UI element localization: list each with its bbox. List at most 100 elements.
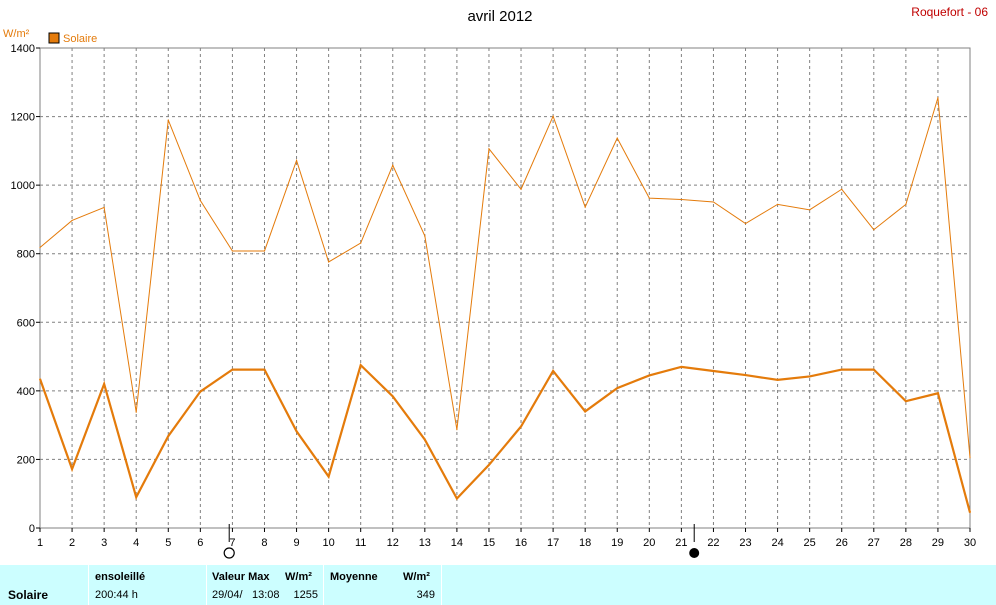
data-point-max <box>712 201 715 203</box>
x-tick-label: 14 <box>451 537 463 549</box>
x-tick-label: 17 <box>547 537 559 549</box>
data-point-max <box>39 246 41 249</box>
max-value: 1255 <box>293 589 318 601</box>
data-point-max <box>969 457 971 459</box>
data-point-mean <box>873 369 875 371</box>
sunshine-label: ensoleillé <box>95 571 146 583</box>
data-point-mean <box>39 378 41 380</box>
data-point-max <box>360 242 362 244</box>
data-point-mean <box>488 464 490 466</box>
x-tick-label: 2 <box>69 537 75 549</box>
data-point-max <box>488 148 490 150</box>
solar-chart: avril 2012 Roquefort - 06 W/m² Solaire 0… <box>3 5 988 559</box>
x-tick-label: 22 <box>707 537 719 549</box>
data-point-mean <box>328 475 330 478</box>
data-point-mean <box>680 366 682 368</box>
data-point-mean <box>809 375 811 378</box>
x-tick-label: 9 <box>293 537 299 549</box>
data-point-mean <box>841 369 843 371</box>
y-tick-label: 1200 <box>11 112 35 124</box>
data-point-max <box>873 229 875 231</box>
data-point-max <box>616 137 618 139</box>
data-point-max <box>552 115 554 117</box>
data-point-mean <box>135 496 137 498</box>
y-axis-ticks: 0 200 400 600 800 1000 1200 1400 <box>11 43 40 535</box>
x-tick-label: 10 <box>322 537 334 549</box>
data-point-mean <box>776 379 779 381</box>
data-point-mean <box>648 374 650 377</box>
data-point-max <box>392 164 394 166</box>
data-point-mean <box>712 370 715 372</box>
series <box>38 97 972 514</box>
data-point-max <box>328 261 330 263</box>
data-point-mean <box>744 374 747 376</box>
data-point-max <box>456 429 458 431</box>
divider <box>88 565 89 605</box>
x-tick-label: 4 <box>133 537 139 549</box>
data-point-mean <box>263 369 266 371</box>
x-axis-ticks: 1 2 3 4 5 6 7 8 9 10 11 12 13 14 15 16 17 18 19 20 21 22 23 24 2… <box>37 528 976 549</box>
x-tick-label: 6 <box>197 537 203 549</box>
x-tick-label: 20 <box>643 537 655 549</box>
summary-panel: Solaire ensoleillé 200:44 h Valeur Max W… <box>0 565 996 605</box>
x-tick-label: 3 <box>101 537 107 549</box>
max-date: 29/04/ <box>212 589 243 601</box>
max-label: Valeur Max <box>212 571 270 583</box>
x-tick-label: 29 <box>932 537 944 549</box>
data-point-max <box>167 119 169 121</box>
data-point-mean <box>424 438 426 441</box>
max-unit: W/m² <box>285 571 312 583</box>
data-point-max <box>231 250 234 252</box>
data-point-max <box>103 206 105 209</box>
data-point-max <box>584 206 586 208</box>
data-point-max <box>744 222 747 225</box>
summary-row-label: Solaire <box>8 588 49 602</box>
x-tick-label: 12 <box>387 537 399 549</box>
data-point-max <box>135 411 137 413</box>
data-point-mean <box>360 364 362 366</box>
data-point-mean <box>905 400 907 402</box>
x-tick-label: 15 <box>483 537 495 549</box>
x-tick-label: 16 <box>515 537 527 549</box>
data-point-mean <box>584 410 586 413</box>
x-tick-label: 24 <box>771 537 783 549</box>
x-tick-label: 21 <box>675 537 687 549</box>
moon-markers <box>223 524 700 559</box>
data-point-mean <box>392 395 394 397</box>
data-point-mean <box>71 468 73 470</box>
y-tick-label: 400 <box>17 386 35 398</box>
y-tick-label: 1400 <box>11 43 35 55</box>
data-point-mean <box>937 392 939 394</box>
data-point-mean <box>295 430 298 432</box>
data-point-max <box>520 188 522 190</box>
y-tick-label: 0 <box>29 523 35 535</box>
data-point-max <box>809 209 811 211</box>
x-tick-label: 11 <box>355 537 366 549</box>
data-point-mean <box>456 497 458 500</box>
data-point-max <box>776 203 779 205</box>
y-tick-label: 600 <box>17 317 35 329</box>
data-point-mean <box>520 425 522 428</box>
x-tick-label: 23 <box>739 537 751 549</box>
series-line-max <box>39 97 971 458</box>
data-point-mean <box>969 511 971 514</box>
data-point-mean <box>552 370 554 372</box>
divider <box>323 565 324 605</box>
mean-label: Moyenne <box>330 571 378 583</box>
series-line-mean <box>38 363 972 513</box>
chart-title: avril 2012 <box>467 8 532 25</box>
new-moon-icon <box>223 547 235 559</box>
x-tick-label: 25 <box>804 537 816 549</box>
x-tick-label: 8 <box>261 537 267 549</box>
sunshine-value: 200:44 h <box>95 589 138 601</box>
x-tick-label: 28 <box>900 537 912 549</box>
y-tick-label: 1000 <box>11 180 35 192</box>
data-point-max <box>424 235 426 237</box>
y-tick-label: 200 <box>17 454 35 466</box>
data-point-mean <box>103 383 105 385</box>
data-point-mean <box>616 387 618 389</box>
data-point-mean <box>167 435 169 437</box>
x-tick-label: 13 <box>419 537 431 549</box>
data-point-max <box>937 97 939 99</box>
x-tick-label: 26 <box>836 537 848 549</box>
